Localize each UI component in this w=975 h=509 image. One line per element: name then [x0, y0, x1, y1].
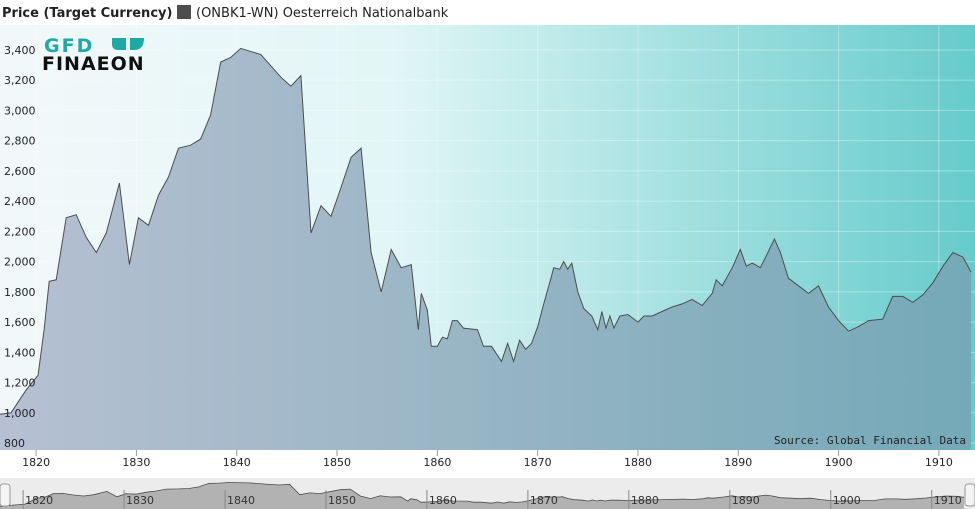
line — [0, 482, 965, 507]
navigator-tick-label: 1910 — [934, 494, 962, 507]
source-note: Source: Global Financial Data — [774, 434, 966, 447]
navigator-tick-label: 1850 — [328, 494, 356, 507]
logo-bottom: FINAEON — [42, 53, 145, 75]
y-tick-label: 3,400 — [4, 44, 36, 57]
y-tick-label: 2,000 — [4, 256, 36, 269]
navigator-tick-label: 1890 — [732, 494, 760, 507]
y-tick-label: 1,600 — [4, 316, 36, 329]
y-tick-label: 1,200 — [4, 377, 36, 390]
y-tick-label: 2,200 — [4, 225, 36, 238]
line — [0, 47, 972, 415]
x-tick-label: 1850 — [323, 456, 351, 469]
x-tick-label: 1840 — [223, 456, 251, 469]
x-tick-label: 1880 — [624, 456, 652, 469]
y-tick-label: 3,000 — [4, 104, 36, 117]
logo-top: GFD — [44, 35, 94, 57]
navigator-tick-label: 1830 — [126, 494, 154, 507]
navigator-tick-label: 1870 — [530, 494, 558, 507]
area — [0, 482, 965, 509]
y-tick-label: 1,000 — [4, 407, 36, 420]
navigator-tick-label: 1900 — [833, 494, 861, 507]
x-tick-label: 1870 — [524, 456, 552, 469]
navigator-tick-label: 1840 — [227, 494, 255, 507]
axis-title: Price (Target Currency) — [2, 6, 172, 21]
y-tick-label: 3,200 — [4, 74, 36, 87]
navigator-handle[interactable] — [964, 483, 975, 507]
x-tick-label: 1900 — [825, 456, 853, 469]
x-tick-label: 1890 — [724, 456, 752, 469]
y-tick-label: 1,800 — [4, 286, 36, 299]
legend-swatch[interactable] — [177, 5, 191, 19]
y-tick-label: 1,400 — [4, 346, 36, 359]
area — [0, 48, 971, 451]
navigator-tick-label: 1820 — [25, 494, 53, 507]
y-tick-label: 800 — [4, 437, 25, 450]
y-tick-label: 2,800 — [4, 135, 36, 148]
x-tick-label: 1830 — [122, 456, 150, 469]
logo: GFD FINAEON — [42, 35, 145, 75]
navigator-tick-label: 1880 — [631, 494, 659, 507]
y-tick-label: 2,600 — [4, 165, 36, 178]
navigator-handle[interactable] — [0, 483, 11, 507]
x-tick-label: 1910 — [925, 456, 953, 469]
y-tick-label: 2,400 — [4, 195, 36, 208]
navigator-tick-label: 1860 — [429, 494, 457, 507]
legend-label[interactable]: (ONBK1-WN) Oesterreich Nationalbank — [196, 6, 449, 21]
x-tick-label: 1820 — [22, 456, 50, 469]
x-tick-label: 1860 — [423, 456, 451, 469]
logo-icon — [112, 38, 144, 50]
